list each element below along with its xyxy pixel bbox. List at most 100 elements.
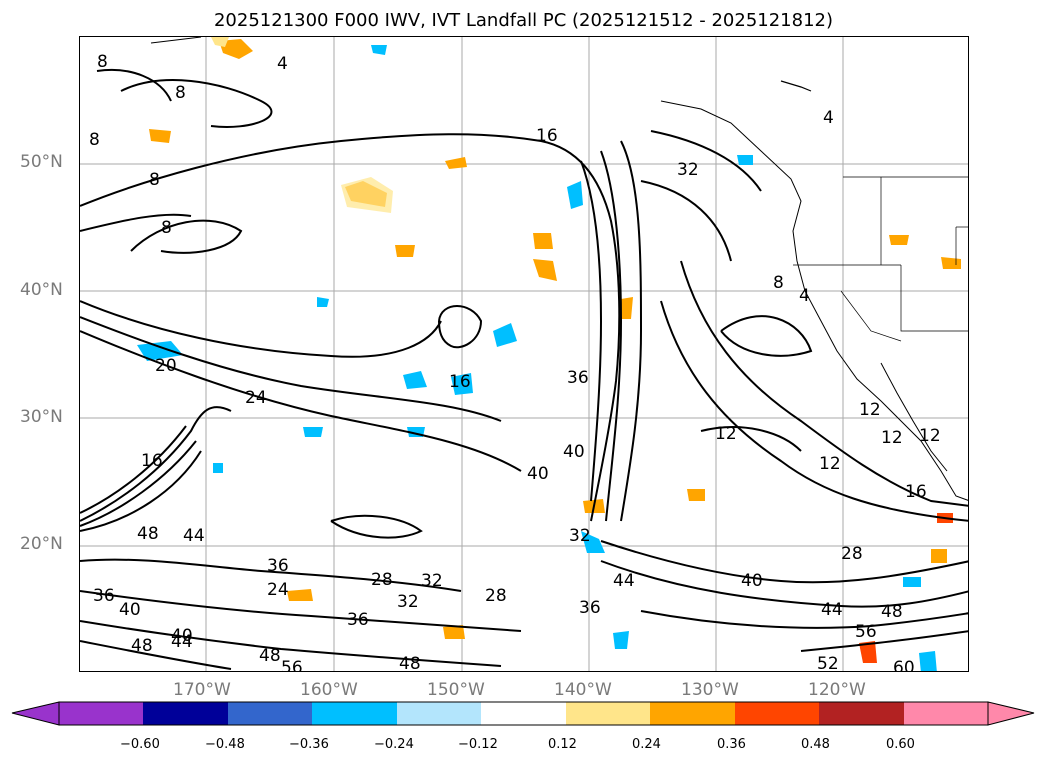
colorbar-tick: 0.36 [717,737,746,752]
patch-negative [371,45,387,55]
patch-positive [443,625,465,639]
contour-label: 8 [175,83,186,103]
patch-positive [533,259,557,281]
contour-label: 24 [267,580,289,600]
lat-label-40n: 40°N [20,280,63,300]
contour-label: 28 [841,544,863,564]
contour-label: 12 [715,424,737,444]
contour-label: 8 [773,273,784,293]
contour-label: 44 [821,600,843,620]
contour-label: 36 [567,368,589,388]
contour-label: 48 [881,602,903,622]
patch-negative [567,181,583,209]
colorbar-segment [59,702,143,725]
colorbar-segment [481,702,566,725]
colorbar-segment [312,702,397,725]
lon-label-170w: 170°W [173,680,231,700]
colorbar-segment [397,702,481,725]
contour-label: 44 [613,571,635,591]
colorbar-tick: −0.48 [205,737,245,752]
contour-label: 8 [97,52,108,72]
contour-label: 48 [399,654,421,672]
contour-label: 16 [449,372,471,392]
coastlines [150,37,968,501]
patch-negative [581,531,605,553]
iwv-contours [80,69,968,670]
patch-negative [403,371,427,389]
map-title: 2025121300 F000 IWV, IVT Landfall PC (20… [213,10,834,31]
patch-positive [211,37,229,47]
contour-label: 8 [161,218,172,238]
contour-label: 32 [421,571,443,591]
lon-label-150w: 150°W [427,680,485,700]
contour-label: 4 [799,286,810,306]
colorbar-tick: −0.60 [120,737,160,752]
contour-label: 40 [741,571,763,591]
contour-label: 32 [677,160,699,180]
contour-label: 8 [149,170,160,190]
patch-positive [219,39,253,59]
contour-label: 48 [259,646,281,666]
contour-label: 16 [536,126,558,146]
colorbar-tick: −0.24 [374,737,414,752]
contour-label: 4 [823,108,834,128]
patch-negative [613,631,629,649]
contour-label: 36 [579,598,601,618]
patch-positive [341,177,393,213]
lon-label-160w: 160°W [300,680,358,700]
colorbar-segment [650,702,735,725]
patch-positive [931,549,947,563]
colorbar-segment [735,702,819,725]
contour-label: 20 [155,356,177,376]
colorbar-tick: −0.12 [458,737,498,752]
graticule [80,37,968,671]
contour-label: 4 [277,54,288,74]
lat-label-20n: 20°N [20,534,63,554]
patch-negative [317,297,329,307]
patch-positive [889,235,909,245]
colorbar-min-arrow [11,701,60,726]
ivt-pc-shading [137,37,961,671]
colorbar-tick: 0.60 [886,737,915,752]
lat-label-30n: 30°N [20,407,63,427]
contour-label: 44 [183,526,205,546]
contour-label: 48 [131,636,153,656]
colorbar-segment [228,702,312,725]
patch-negative [909,579,919,587]
contour-label: 36 [93,586,115,606]
contour-label: 44 [171,632,193,652]
patch-negative [919,651,937,671]
patch-positive [533,233,553,249]
colorbar-segment [819,702,904,725]
patch-negative [137,341,183,361]
contour-label: 28 [371,570,393,590]
contour-label: 28 [485,586,507,606]
contour-label: 16 [141,451,163,471]
contour-label: 40 [171,626,193,646]
colorbar-tick: 0.24 [632,737,661,752]
map-panel: 8 8 4 8 8 16 32 8 4 8 4 16 20 24 36 16 1… [79,36,969,672]
contour-label: 36 [267,556,289,576]
contour-label: 12 [819,454,841,474]
lat-label-50n: 50°N [20,152,63,172]
patch-positive [287,589,313,601]
patch-negative [303,427,323,437]
lon-label-120w: 120°W [808,680,866,700]
colorbar-segment [904,702,988,725]
colorbar-segment [566,702,650,725]
colorbar-tick: 0.48 [801,737,830,752]
contour-label: 40 [119,600,141,620]
colorbar-tick: −0.36 [289,737,329,752]
colorbar-segment [143,702,228,725]
patch-negative [213,463,223,473]
contour-label: 16 [905,482,927,502]
colorbar [11,701,1035,726]
contour-label: 36 [347,610,369,630]
contour-label: 12 [881,428,903,448]
patch-positive [941,257,961,269]
patch-positive [149,129,171,143]
colorbar-tick: 0.12 [548,737,577,752]
patch-negative [737,155,753,165]
patch-positive [687,489,705,501]
contour-label: 48 [137,524,159,544]
